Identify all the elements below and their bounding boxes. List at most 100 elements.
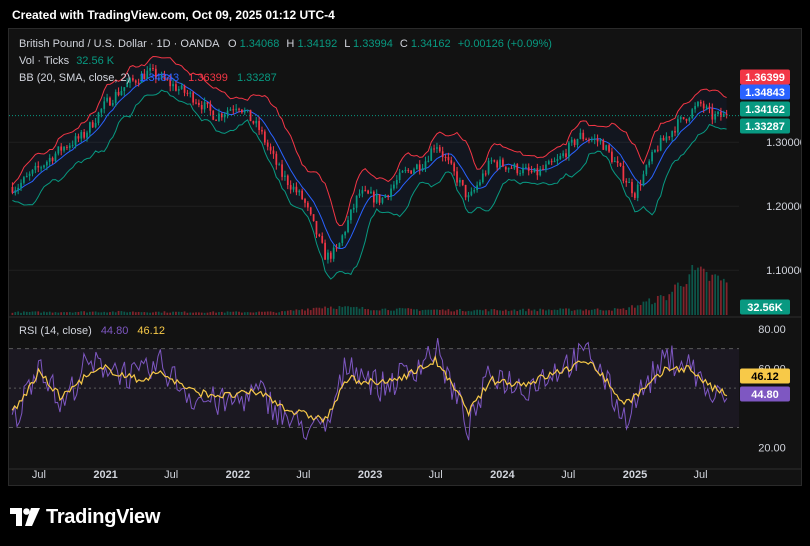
candle-body [705, 106, 708, 109]
bollinger-bands [12, 55, 727, 280]
candle-body [479, 182, 481, 186]
candle-body [31, 169, 34, 174]
candle-body [519, 173, 522, 175]
volume-badge-bg [740, 299, 790, 315]
volume-bar [685, 284, 688, 315]
candle-body [106, 97, 108, 102]
volume-bar [516, 311, 519, 315]
volume-bar [633, 307, 636, 315]
candle-body [602, 140, 605, 150]
candle-body [725, 113, 728, 116]
candle-body [37, 165, 40, 168]
volume-bar [725, 282, 728, 315]
volume-bar [238, 311, 240, 315]
volume-bar [40, 312, 42, 315]
candle-body [275, 153, 278, 165]
candle-body [189, 92, 192, 94]
candle-body [352, 207, 355, 210]
volume-bar [60, 312, 63, 315]
candle-body [132, 78, 134, 81]
rsi-line [11, 338, 728, 441]
volume-bar [37, 311, 40, 315]
candle-body [467, 195, 470, 198]
candle-body [309, 207, 312, 215]
symbol-title: British Pound / U.S. Dollar · 1D · OANDA [19, 38, 220, 50]
volume-bar [588, 310, 590, 315]
candle-body [410, 170, 413, 174]
candle-body [579, 132, 582, 139]
rsi-legend: RSI (14, close) 44.80 46.12 [19, 325, 165, 337]
volume-bar [261, 311, 263, 315]
time-tick-label: Jul [164, 469, 178, 481]
tradingview-logo[interactable]: TradingView [10, 505, 160, 529]
volume-bar [177, 311, 180, 315]
volume-bar [361, 306, 364, 315]
volume-bar [241, 312, 243, 315]
high-value: 1.34192 [297, 38, 337, 50]
volume-bar [585, 309, 587, 315]
candle-body [545, 164, 547, 170]
volume-bar [570, 310, 573, 315]
bb-upper-value: 1.36399 [188, 72, 228, 84]
volume-bar [694, 270, 696, 315]
candle-body [421, 167, 424, 171]
candle-body [513, 164, 516, 169]
volume-bar [17, 311, 20, 315]
candle-body [200, 104, 203, 110]
top-bar: Created with TradingView.com, Oct 09, 20… [0, 0, 810, 28]
candle-body [241, 109, 243, 113]
candle-body [671, 131, 674, 137]
volume-bar [427, 309, 430, 315]
candle-body [94, 123, 97, 128]
volume-bar [699, 266, 702, 315]
candle-body [708, 106, 711, 109]
volume-label: Vol · Ticks [19, 55, 70, 67]
volume-bar [249, 312, 252, 315]
candle-body [338, 242, 341, 248]
candle-body [117, 91, 120, 96]
candle-body [289, 185, 292, 190]
volume-bar [481, 310, 484, 315]
candle-body [51, 157, 54, 162]
volume-bar [444, 310, 447, 315]
candle-body [438, 147, 441, 152]
candle-body [252, 121, 255, 124]
candle-body [137, 82, 140, 84]
volume-bar [507, 311, 510, 315]
volume-bar [272, 311, 275, 315]
volume-bar [438, 309, 441, 315]
candle-body [324, 242, 326, 260]
volume-bar [309, 310, 312, 315]
candle-body [66, 146, 68, 148]
volume-bar [232, 311, 235, 315]
candle-body [694, 106, 696, 110]
high-label: H [286, 38, 294, 50]
price-tick-label: 1.10000 [766, 265, 801, 277]
rsi-tick-label: 20.00 [758, 442, 786, 454]
candle-body [605, 145, 608, 150]
volume-bar [66, 312, 68, 315]
candle-body [524, 167, 527, 169]
candle-body [215, 119, 217, 121]
volume-bar [625, 310, 628, 315]
volume-bar [668, 294, 671, 315]
candle-body [553, 160, 556, 163]
candle-body [490, 160, 493, 162]
volume-legend: Vol · Ticks 32.56 K [19, 55, 115, 67]
volume-bar [358, 308, 361, 315]
candle-body [198, 102, 200, 105]
candle-body [582, 132, 585, 140]
candle-body [355, 195, 358, 208]
close-label: C [400, 38, 408, 50]
candle-body [261, 129, 263, 132]
volume-bar [378, 310, 381, 315]
volume-bar [496, 310, 499, 315]
candle-body [347, 220, 349, 233]
candle-body [315, 221, 318, 235]
volume-bar [582, 310, 585, 315]
candle-body [375, 194, 378, 203]
candle-body [562, 153, 565, 157]
candle-body [427, 160, 430, 162]
